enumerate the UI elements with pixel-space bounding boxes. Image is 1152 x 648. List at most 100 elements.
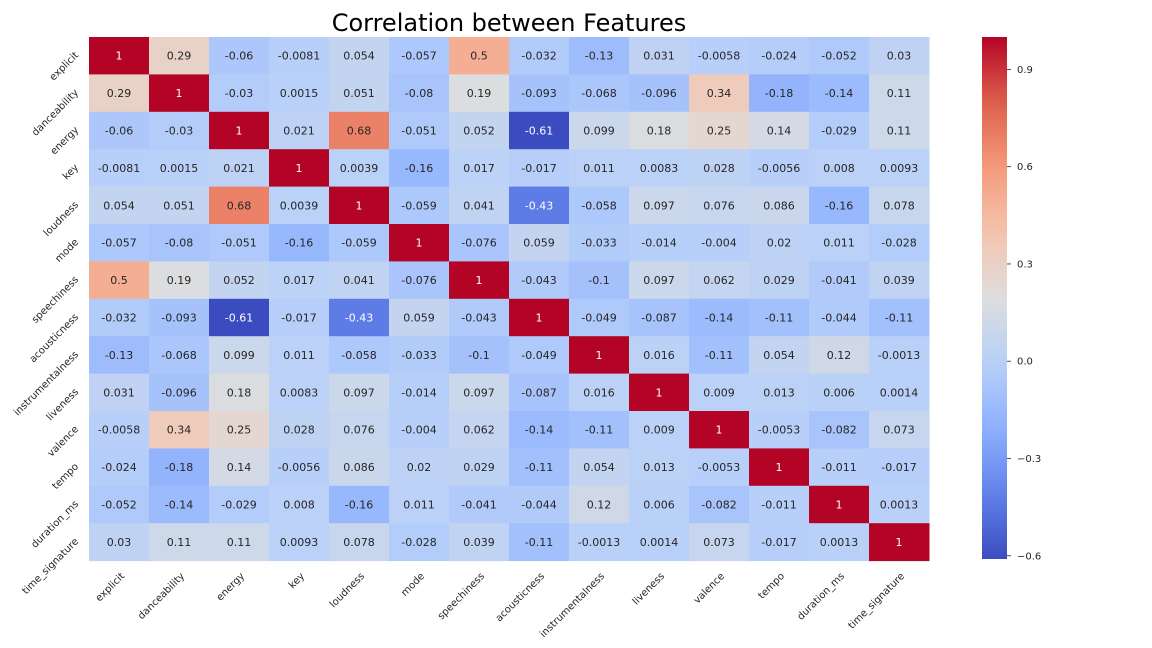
heatmap-cell-label: 0.078 xyxy=(343,536,375,549)
y-tick-label: instrumentalness xyxy=(12,349,81,418)
heatmap-cell-label: -0.057 xyxy=(401,50,436,63)
heatmap-cell xyxy=(449,373,510,412)
heatmap-cell xyxy=(869,373,930,412)
heatmap-cell-label: 0.68 xyxy=(347,125,372,138)
heatmap-cell-label: -0.011 xyxy=(761,499,796,512)
heatmap-cell-label: 0.25 xyxy=(227,424,252,437)
heatmap-cell xyxy=(629,411,690,449)
heatmap-cell-label: -0.11 xyxy=(765,312,793,325)
x-tick-label: energy xyxy=(215,571,247,603)
heatmap-cell xyxy=(89,186,150,225)
heatmap-cell-label: -0.096 xyxy=(161,386,196,399)
heatmap-cell-label: 0.0014 xyxy=(640,536,679,549)
heatmap-cell-label: -0.017 xyxy=(521,162,556,175)
heatmap-cell xyxy=(869,224,930,262)
heatmap-cell xyxy=(569,298,630,337)
heatmap-cell xyxy=(809,261,870,300)
heatmap-cell xyxy=(689,448,750,487)
heatmap-cell-label: 0.0015 xyxy=(280,87,319,100)
y-tick-label: explicit xyxy=(48,50,81,83)
heatmap-cell-label: -0.093 xyxy=(521,87,556,100)
heatmap-cell-label: 1 xyxy=(116,50,123,63)
heatmap-cell-label: 0.18 xyxy=(647,125,672,138)
heatmap-cell xyxy=(569,523,630,562)
heatmap-cell xyxy=(509,149,570,188)
heatmap-cell-label: -0.017 xyxy=(281,312,316,325)
x-tick-label: explicit xyxy=(94,571,127,604)
heatmap-cell-label: -0.06 xyxy=(225,50,253,63)
heatmap-cell-label: 0.052 xyxy=(223,274,255,287)
heatmap-cell-label: -0.08 xyxy=(405,87,433,100)
heatmap-cell-label: 0.011 xyxy=(403,499,435,512)
heatmap-cell-label: -0.004 xyxy=(701,237,736,250)
colorbar-tick-label: −0.6 xyxy=(1017,551,1041,562)
heatmap-cell xyxy=(569,224,630,262)
heatmap-cell xyxy=(569,336,630,375)
heatmap-cell-label: -0.058 xyxy=(341,349,376,362)
heatmap-cell-label: -0.13 xyxy=(105,349,133,362)
y-tick-label: energy xyxy=(49,125,81,157)
heatmap-cell xyxy=(509,411,570,449)
heatmap-cell-label: -0.076 xyxy=(401,274,436,287)
heatmap-cell xyxy=(269,111,330,150)
heatmap-cell-label: -0.068 xyxy=(581,87,616,100)
heatmap-cell-label: 0.029 xyxy=(763,274,795,287)
heatmap-cell-label: -0.057 xyxy=(101,237,136,250)
heatmap-cell xyxy=(569,37,630,75)
heatmap-cell xyxy=(629,448,690,487)
heatmap-cell-label: 1 xyxy=(776,461,783,474)
heatmap-cell xyxy=(869,336,930,375)
heatmap-cell-label: -0.14 xyxy=(825,87,853,100)
heatmap-cell-label: -0.0058 xyxy=(98,424,140,437)
heatmap-cell-label: -0.024 xyxy=(101,461,136,474)
heatmap-cell-label: 0.006 xyxy=(643,499,675,512)
heatmap-cell xyxy=(269,37,330,75)
heatmap-cell xyxy=(809,74,870,113)
heatmap-cell xyxy=(809,373,870,412)
heatmap-cell-label: -0.14 xyxy=(165,499,193,512)
heatmap-cell xyxy=(749,336,810,375)
heatmap-cell xyxy=(209,111,270,150)
heatmap-cell-label: -0.082 xyxy=(701,499,736,512)
heatmap-cell-label: 0.0093 xyxy=(880,162,919,175)
heatmap-cell xyxy=(269,448,330,487)
heatmap-cell xyxy=(809,149,870,188)
heatmap-cell-label: 0.011 xyxy=(583,162,615,175)
heatmap-cell xyxy=(689,224,750,262)
heatmap-cell xyxy=(89,111,150,150)
heatmap-cells xyxy=(89,37,930,562)
heatmap-cell xyxy=(509,261,570,300)
heatmap-cell xyxy=(809,411,870,449)
heatmap-cell xyxy=(869,485,930,524)
heatmap-cell-label: -0.096 xyxy=(641,87,676,100)
heatmap-cell-label: -0.13 xyxy=(585,50,613,63)
heatmap-cell-label: 0.03 xyxy=(107,536,132,549)
heatmap-cell xyxy=(569,448,630,487)
heatmap-cell xyxy=(509,485,570,524)
heatmap-cell-label: -0.11 xyxy=(585,424,613,437)
heatmap-cell-label: -0.004 xyxy=(401,424,436,437)
heatmap-cell xyxy=(149,261,210,300)
heatmap-cell xyxy=(89,37,150,75)
heatmap-cell-label: 0.054 xyxy=(763,349,795,362)
heatmap-cell-label: 0.0013 xyxy=(880,499,919,512)
heatmap-cell xyxy=(749,523,810,562)
x-tick-label: danceability xyxy=(136,571,187,622)
heatmap-cell xyxy=(509,37,570,75)
heatmap-cell xyxy=(89,336,150,375)
heatmap-cell xyxy=(209,298,270,337)
heatmap-cell-label: 1 xyxy=(716,424,723,437)
heatmap-cell-label: 0.14 xyxy=(767,125,792,138)
y-tick-label: time_signature xyxy=(21,536,82,597)
heatmap-cell-label: -0.011 xyxy=(821,461,856,474)
heatmap-cell xyxy=(89,373,150,412)
heatmap-cell xyxy=(389,298,450,337)
heatmap-cell xyxy=(329,336,390,375)
heatmap-cell xyxy=(269,149,330,188)
heatmap-cell-label: -0.43 xyxy=(345,312,373,325)
heatmap-cell xyxy=(209,523,270,562)
heatmap-cell xyxy=(809,448,870,487)
heatmap-cell-label: 0.039 xyxy=(463,536,495,549)
heatmap-cell-label: 0.052 xyxy=(463,125,495,138)
heatmap-cell-label: 0.19 xyxy=(167,274,192,287)
